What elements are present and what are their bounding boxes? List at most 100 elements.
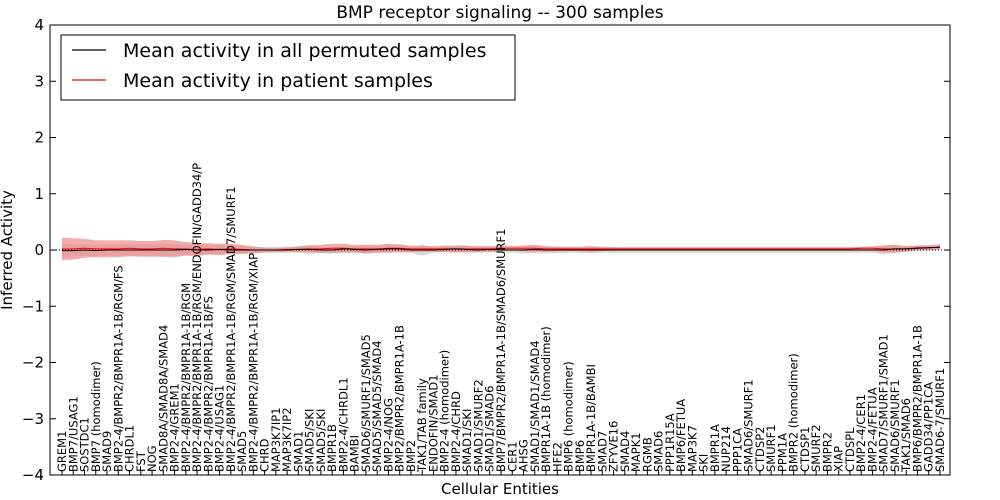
- x-tick-label: ENDOFIN/SMAD1: [427, 374, 441, 472]
- x-tick-label: SMAD1/SMURF2: [472, 379, 486, 472]
- x-tick-label: MAP3K7IP1: [269, 407, 283, 472]
- x-tick-label: RGMB: [640, 437, 654, 472]
- x-tick-label: MAP3K7IP2: [280, 407, 294, 472]
- x-tick-label: BMPR1A-1B/BAMBI: [584, 364, 598, 472]
- x-tick-label: TAK1/TAB family: [415, 378, 429, 473]
- x-tick-label: BMP2-4/BMPR2/BMPR1A-1B/FS: [201, 296, 215, 472]
- x-tick-label: SMAD9: [100, 431, 114, 472]
- x-tick-label: MAPK1: [629, 432, 643, 472]
- x-tick-label: SMAD8A/SMAD8A/SMAD4: [156, 325, 170, 472]
- x-tick-label: BMP6/FETUA: [674, 399, 688, 472]
- y-tick-label: −2: [22, 354, 44, 372]
- x-tick-label: BAMBI: [348, 435, 362, 472]
- x-tick-label: SMURF1: [764, 424, 778, 472]
- x-tick-label: BMP2-4/BMPR2/BMPR1A-1B/RGM: [179, 283, 193, 472]
- x-tick-label: HFE2: [550, 442, 564, 472]
- x-tick-label: BMP2-4/CHRD: [449, 391, 463, 472]
- x-tick-label: CTDSP2: [753, 427, 767, 472]
- x-tick-label: BMP7/BMPR2/BMPR1A-1B/SMAD6/SMURF1: [494, 229, 508, 472]
- x-tick-label: NOG: [145, 445, 159, 472]
- y-tick-label: −4: [22, 466, 44, 484]
- x-tick-label: NUP214: [719, 426, 733, 472]
- x-tick-label: BMP2-4 (homodimer): [438, 350, 452, 472]
- x-tick-label: BMP2-4/BMPR2/BMPR1A-1B/RGM/SMAD7/SMURF1: [224, 186, 238, 472]
- y-tick-label: 3: [34, 72, 44, 90]
- x-tick-label: SMAD5/SKI: [303, 409, 317, 472]
- x-tick-label: SMURF2: [809, 424, 823, 472]
- legend-box: [60, 34, 516, 101]
- x-tick-label: BMP2-4/BMPR2/BMPR1A-1B/RGM/ENDOFIN/GADD3…: [190, 163, 204, 472]
- x-tick-label: SMAD1/SMAD6: [483, 386, 497, 472]
- x-tick-label: SMAD4: [618, 431, 632, 472]
- x-tick-label: SOSTDC1: [78, 417, 92, 472]
- x-tick-label: CTDSP1: [798, 427, 812, 472]
- x-tick-label: BMPR1B: [325, 424, 339, 472]
- x-tick-label: SMAD6/SMURF1/SMAD5: [359, 334, 373, 472]
- legend: Mean activity in all permuted samples Me…: [60, 34, 516, 101]
- legend-label-patient: Mean activity in patient samples: [123, 70, 433, 92]
- y-tick-label: −3: [22, 410, 44, 428]
- patient-confidence-band: [62, 237, 940, 261]
- x-tick-label: BMP2/BMPR2/BMPR1A-1B: [393, 325, 407, 472]
- x-tick-label: SMAD6/SMURF1: [742, 379, 756, 472]
- x-tick-label: SMAD5/SMAD5/SMAD4: [370, 340, 384, 472]
- x-tick-label: SMAD1/SMAD1/SMAD4: [528, 340, 542, 472]
- x-tick-label: SMAD1: [291, 431, 305, 472]
- x-tick-label: BMPR1A: [708, 424, 722, 472]
- x-tick-label: BMP7/USAG1: [66, 396, 80, 472]
- y-tick-label: 2: [34, 129, 44, 147]
- series-line-patient: [62, 246, 941, 251]
- x-tick-label: BMPR1A-1B (homodimer): [539, 326, 553, 472]
- x-tick-label: BMP2-4/CHRDL1: [336, 377, 350, 472]
- x-axis-label: Cellular Entities: [441, 480, 559, 498]
- x-tick-label: TAK1/SMAD6: [899, 398, 913, 473]
- x-tick-label: GADD34/PP1CA: [922, 382, 936, 472]
- x-tick-label: CHRDL1: [123, 425, 137, 472]
- x-tick-label: PPM1A: [775, 433, 789, 472]
- x-tick-label: SMAD6: [652, 431, 666, 472]
- x-tick-label: SMAD5: [235, 431, 249, 472]
- x-tick-label: SMAD6-7/SMURF1: [933, 368, 947, 472]
- x-tick-label: GREM1: [55, 431, 69, 472]
- x-tick-label: SMAD5/SKI: [314, 409, 328, 472]
- legend-label-permuted: Mean activity in all permuted samples: [123, 40, 486, 62]
- x-tick-label: BMP2: [404, 440, 418, 472]
- x-tick-label: SMAD6/SMURF1: [888, 379, 902, 472]
- y-tick-label: 4: [34, 16, 44, 34]
- x-tick-label: BMP7 (homodimer): [89, 361, 103, 472]
- series-line-permuted: [62, 246, 941, 252]
- x-tick-label: CTDSPL: [843, 427, 857, 472]
- x-tick-label: BMP2-4/USAG1: [213, 385, 227, 472]
- x-tick-label: FST: [134, 450, 148, 472]
- x-tick-label: SKI: [697, 454, 711, 472]
- x-tick-label: BMPR2 (homodimer): [787, 353, 801, 472]
- x-tick-label: BMP6 (homodimer): [562, 361, 576, 472]
- x-tick-label: SMAD1/SKI: [460, 409, 474, 472]
- x-tick-label: BMP2-4/BMPR2/BMPR1A-1B/RGM/XIAP: [246, 253, 260, 472]
- x-tick-label: BMP2-4/BMPR2/BMPR1A-1B/RGM/FS: [111, 265, 125, 472]
- y-tick-label: −1: [22, 297, 44, 315]
- y-tick-label: 1: [34, 185, 44, 203]
- x-tick-label: CER1: [505, 441, 519, 472]
- x-tick-label: ZFYVE16: [607, 421, 621, 472]
- x-tick-label: BMPR2: [820, 432, 834, 472]
- y-axis-label: Inferred Activity: [0, 190, 16, 310]
- x-tick-label: BMP2-4/CER1: [854, 394, 868, 472]
- x-tick-label: SMAD7: [595, 431, 609, 472]
- x-tick-label: AHSG: [517, 439, 531, 472]
- x-tick-label: CHRD: [258, 438, 272, 472]
- chart-title: BMP receptor signaling -- 300 samples: [336, 3, 663, 23]
- plot-area: [50, 237, 950, 261]
- x-tick-label: PPP1R15A: [663, 413, 677, 472]
- x-tick-label: PPP1CA: [730, 428, 744, 472]
- x-tick-label: XIAP: [832, 446, 846, 472]
- y-axis: −4 −3 −2 −1 0 1 2 3 4: [22, 16, 950, 484]
- x-tick-label: BMP6: [573, 440, 587, 472]
- x-tick-label: BMP6/BMPR2/BMPR1A-1B: [911, 325, 925, 472]
- x-tick-label: SMAD7/SMURF1/SMAD1: [877, 334, 891, 472]
- x-tick-label: BMP2-4/GREM1: [168, 383, 182, 472]
- x-tick-label: BMP2-4/FETUA: [866, 387, 880, 472]
- y-tick-label: 0: [34, 241, 44, 259]
